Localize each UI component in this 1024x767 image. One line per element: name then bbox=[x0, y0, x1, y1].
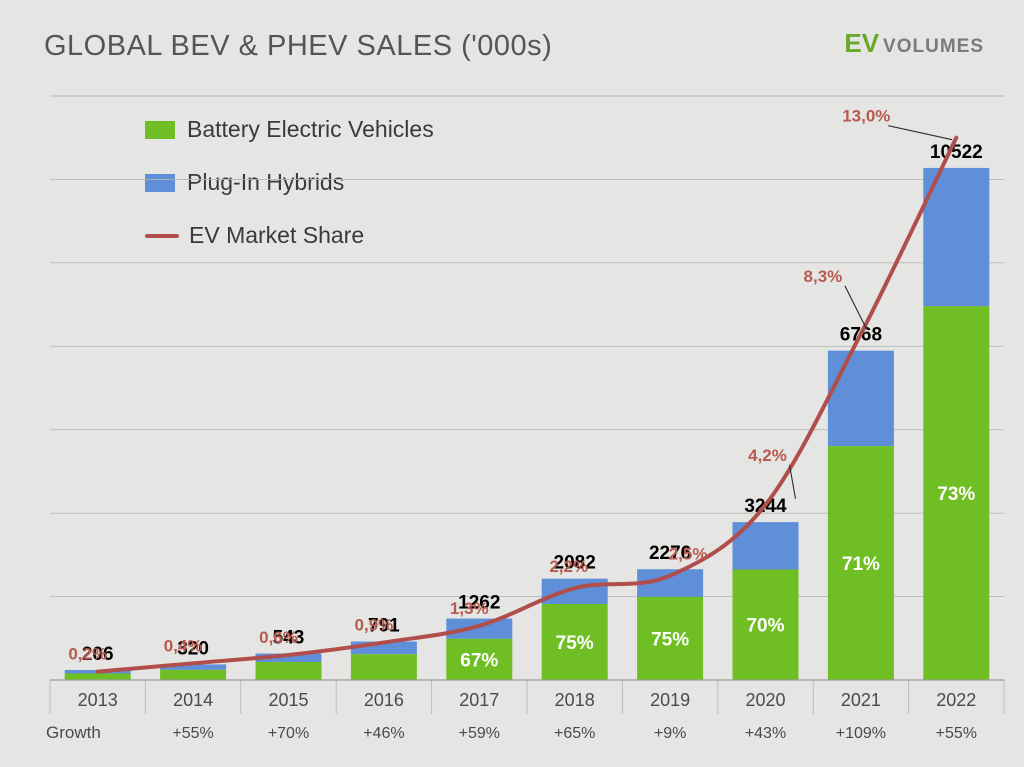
growth-label: +55% bbox=[936, 725, 977, 742]
bar-bev bbox=[351, 654, 417, 680]
share-label: 2,5% bbox=[669, 545, 708, 564]
share-label: 13,0% bbox=[842, 107, 890, 126]
growth-label: +43% bbox=[745, 725, 786, 742]
bar-bev bbox=[256, 662, 322, 680]
bar-bev-pct: 75% bbox=[651, 629, 689, 650]
bar-bev bbox=[65, 673, 131, 680]
share-label: 4,2% bbox=[748, 446, 787, 465]
year-label: 2017 bbox=[459, 690, 499, 710]
year-label: 2022 bbox=[936, 690, 976, 710]
bar-bev-pct: 67% bbox=[460, 650, 498, 671]
bar-bev-pct: 70% bbox=[746, 616, 784, 637]
share-leader bbox=[888, 126, 952, 140]
bar-phev bbox=[446, 619, 512, 639]
market-share-line bbox=[98, 138, 957, 672]
chart-svg: 20620133202014+55%5432015+70%7912016+46%… bbox=[0, 0, 1024, 767]
year-label: 2018 bbox=[555, 690, 595, 710]
bar-phev bbox=[828, 351, 894, 447]
growth-title: Growth bbox=[46, 723, 101, 742]
share-label: 0,9% bbox=[355, 615, 394, 634]
share-label: 8,3% bbox=[804, 267, 843, 286]
share-leader bbox=[845, 286, 867, 330]
growth-label: +9% bbox=[654, 725, 686, 742]
chart-container: GLOBAL BEV & PHEV SALES ('000s) EVVOLUME… bbox=[0, 0, 1024, 767]
growth-label: +59% bbox=[459, 725, 500, 742]
share-label: 1,3% bbox=[450, 599, 489, 618]
year-label: 2019 bbox=[650, 690, 690, 710]
year-label: 2015 bbox=[268, 690, 308, 710]
bar-bev-pct: 71% bbox=[842, 554, 880, 575]
growth-label: +46% bbox=[363, 725, 404, 742]
year-label: 2016 bbox=[364, 690, 404, 710]
year-label: 2014 bbox=[173, 690, 213, 710]
year-label: 2021 bbox=[841, 690, 881, 710]
share-label: 0,2% bbox=[68, 645, 107, 664]
share-leader bbox=[790, 465, 796, 499]
bar-bev bbox=[160, 670, 226, 680]
year-label: 2013 bbox=[78, 690, 118, 710]
share-label: 2,2% bbox=[549, 557, 588, 576]
bar-bev-pct: 73% bbox=[937, 484, 975, 505]
year-label: 2020 bbox=[745, 690, 785, 710]
share-label: 0,4% bbox=[164, 636, 203, 655]
growth-label: +55% bbox=[172, 725, 213, 742]
bar-total-label: 10522 bbox=[930, 142, 983, 163]
growth-label: +70% bbox=[268, 725, 309, 742]
growth-label: +65% bbox=[554, 725, 595, 742]
growth-label: +109% bbox=[836, 725, 886, 742]
share-label: 0,6% bbox=[259, 628, 298, 647]
bar-phev bbox=[542, 579, 608, 604]
bar-bev-pct: 75% bbox=[556, 633, 594, 654]
